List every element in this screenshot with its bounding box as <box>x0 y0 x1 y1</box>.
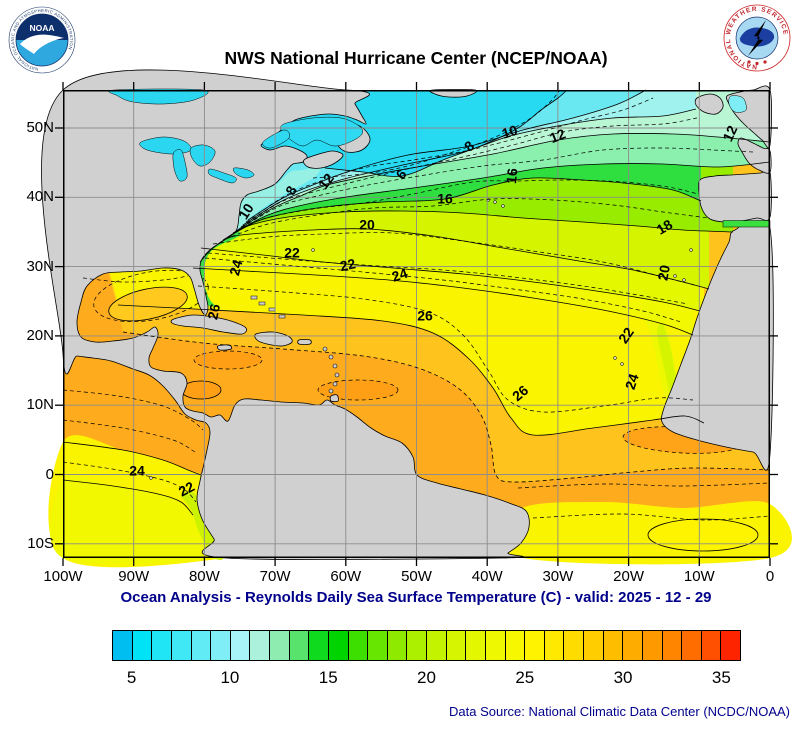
colorbar-tick-label: 5 <box>126 668 137 687</box>
colorbar-segment <box>525 631 545 660</box>
lon-label: 0 <box>765 568 775 585</box>
lon-label: 90W <box>118 568 150 585</box>
colorbar-segment <box>368 631 388 660</box>
colorbar-segment <box>584 631 604 660</box>
nws-logo: NATIONAL WEATHER SERVICE <box>723 4 791 72</box>
map-subtitle: Ocean Analysis - Reynolds Daily Sea Surf… <box>120 589 712 606</box>
contour-label: 12 <box>719 123 740 144</box>
contour-label: 18 <box>654 216 676 238</box>
noaa-logo: NATIONAL OCEANIC AND ATMOSPHERIC ADMINIS… <box>8 6 76 74</box>
lat-label: 50N <box>26 119 54 136</box>
contour-label: 16 <box>503 167 520 184</box>
lon-label: 30W <box>542 568 574 585</box>
lat-label: 20N <box>26 326 54 344</box>
colorbar-segment <box>407 631 427 660</box>
nws-stars <box>747 60 767 66</box>
colorbar-segment <box>152 631 172 660</box>
colorbar-tick-label: 15 <box>318 668 338 687</box>
colorbar-tick-label: 35 <box>711 668 731 687</box>
lon-label: 20W <box>613 568 645 585</box>
contour-label: 16 <box>437 191 453 207</box>
colorbar-tick-label: 20 <box>417 668 436 687</box>
contour-label: 10 <box>500 122 520 142</box>
colorbar-segment <box>505 631 526 660</box>
colorbar-tick-label: 30 <box>613 668 633 687</box>
contour-label: 26 <box>417 308 433 324</box>
lon-label: 70W <box>259 568 291 585</box>
colorbar-segment <box>191 631 212 660</box>
colorbar-tick-label: 10 <box>220 668 240 687</box>
contour-label: 26 <box>204 302 223 321</box>
colorbar-segment <box>387 631 408 660</box>
contour-label: 22 <box>284 245 300 261</box>
noaa-logo-text: NOAA <box>29 23 54 33</box>
lon-label: 10W <box>683 568 715 585</box>
colorbar-segment <box>701 631 722 660</box>
lat-label: 10S <box>27 534 54 552</box>
colorbar-segment <box>721 631 740 660</box>
temperature-colorbar <box>112 630 741 661</box>
colorbar-segment <box>309 631 329 660</box>
colorbar-segment <box>328 631 349 660</box>
colorbar-segment <box>485 631 506 660</box>
colorbar-segment <box>623 631 643 660</box>
contour-label: 22 <box>176 478 197 500</box>
lon-label: 80W <box>188 568 220 585</box>
colorbar-segment <box>682 631 702 660</box>
lat-label: 10N <box>26 396 54 414</box>
contour-label: 24 <box>129 463 145 479</box>
colorbar-segment <box>662 631 683 660</box>
colorbar-segment <box>250 631 270 660</box>
colorbar-segment <box>446 631 467 660</box>
data-source-note: Data Source: National Climatic Data Cent… <box>449 704 790 719</box>
contour-label: 20 <box>359 217 375 233</box>
lon-label: 60W <box>330 568 362 585</box>
colorbar-segment <box>171 631 192 660</box>
lat-label: 30N <box>26 257 54 275</box>
lon-label: 50W <box>401 568 432 585</box>
colorbar-segment <box>132 631 153 660</box>
contour-label: 24 <box>226 258 246 277</box>
contour-label: 20 <box>654 264 672 282</box>
contour-label: 24 <box>390 265 410 285</box>
colorbar-segment <box>211 631 231 660</box>
contour-label: 12 <box>547 125 568 146</box>
colorbar-segment <box>466 631 486 660</box>
colorbar-tick-label: 25 <box>515 668 535 687</box>
page-title: NWS National Hurricane Center (NCEP/NOAA… <box>224 48 608 68</box>
contour-label: 10 <box>235 200 257 222</box>
colorbar-segment <box>564 631 584 660</box>
lat-label: 40N <box>26 188 54 206</box>
contour-label: 24 <box>622 372 642 392</box>
colorbar-segment <box>289 631 310 660</box>
colorbar-segment <box>230 631 251 660</box>
lon-label: 40W <box>471 568 503 585</box>
lat-label: 0 <box>45 465 54 483</box>
colorbar-segment <box>642 631 663 660</box>
contour-label: 22 <box>338 255 357 274</box>
colorbar-segment <box>113 631 133 660</box>
colorbar-segment <box>544 631 565 660</box>
colorbar-segment <box>348 631 369 660</box>
colorbar-segment <box>427 631 447 660</box>
colorbar-segment <box>603 631 624 660</box>
lon-label: 100W <box>43 568 83 585</box>
colorbar-segment <box>270 631 290 660</box>
